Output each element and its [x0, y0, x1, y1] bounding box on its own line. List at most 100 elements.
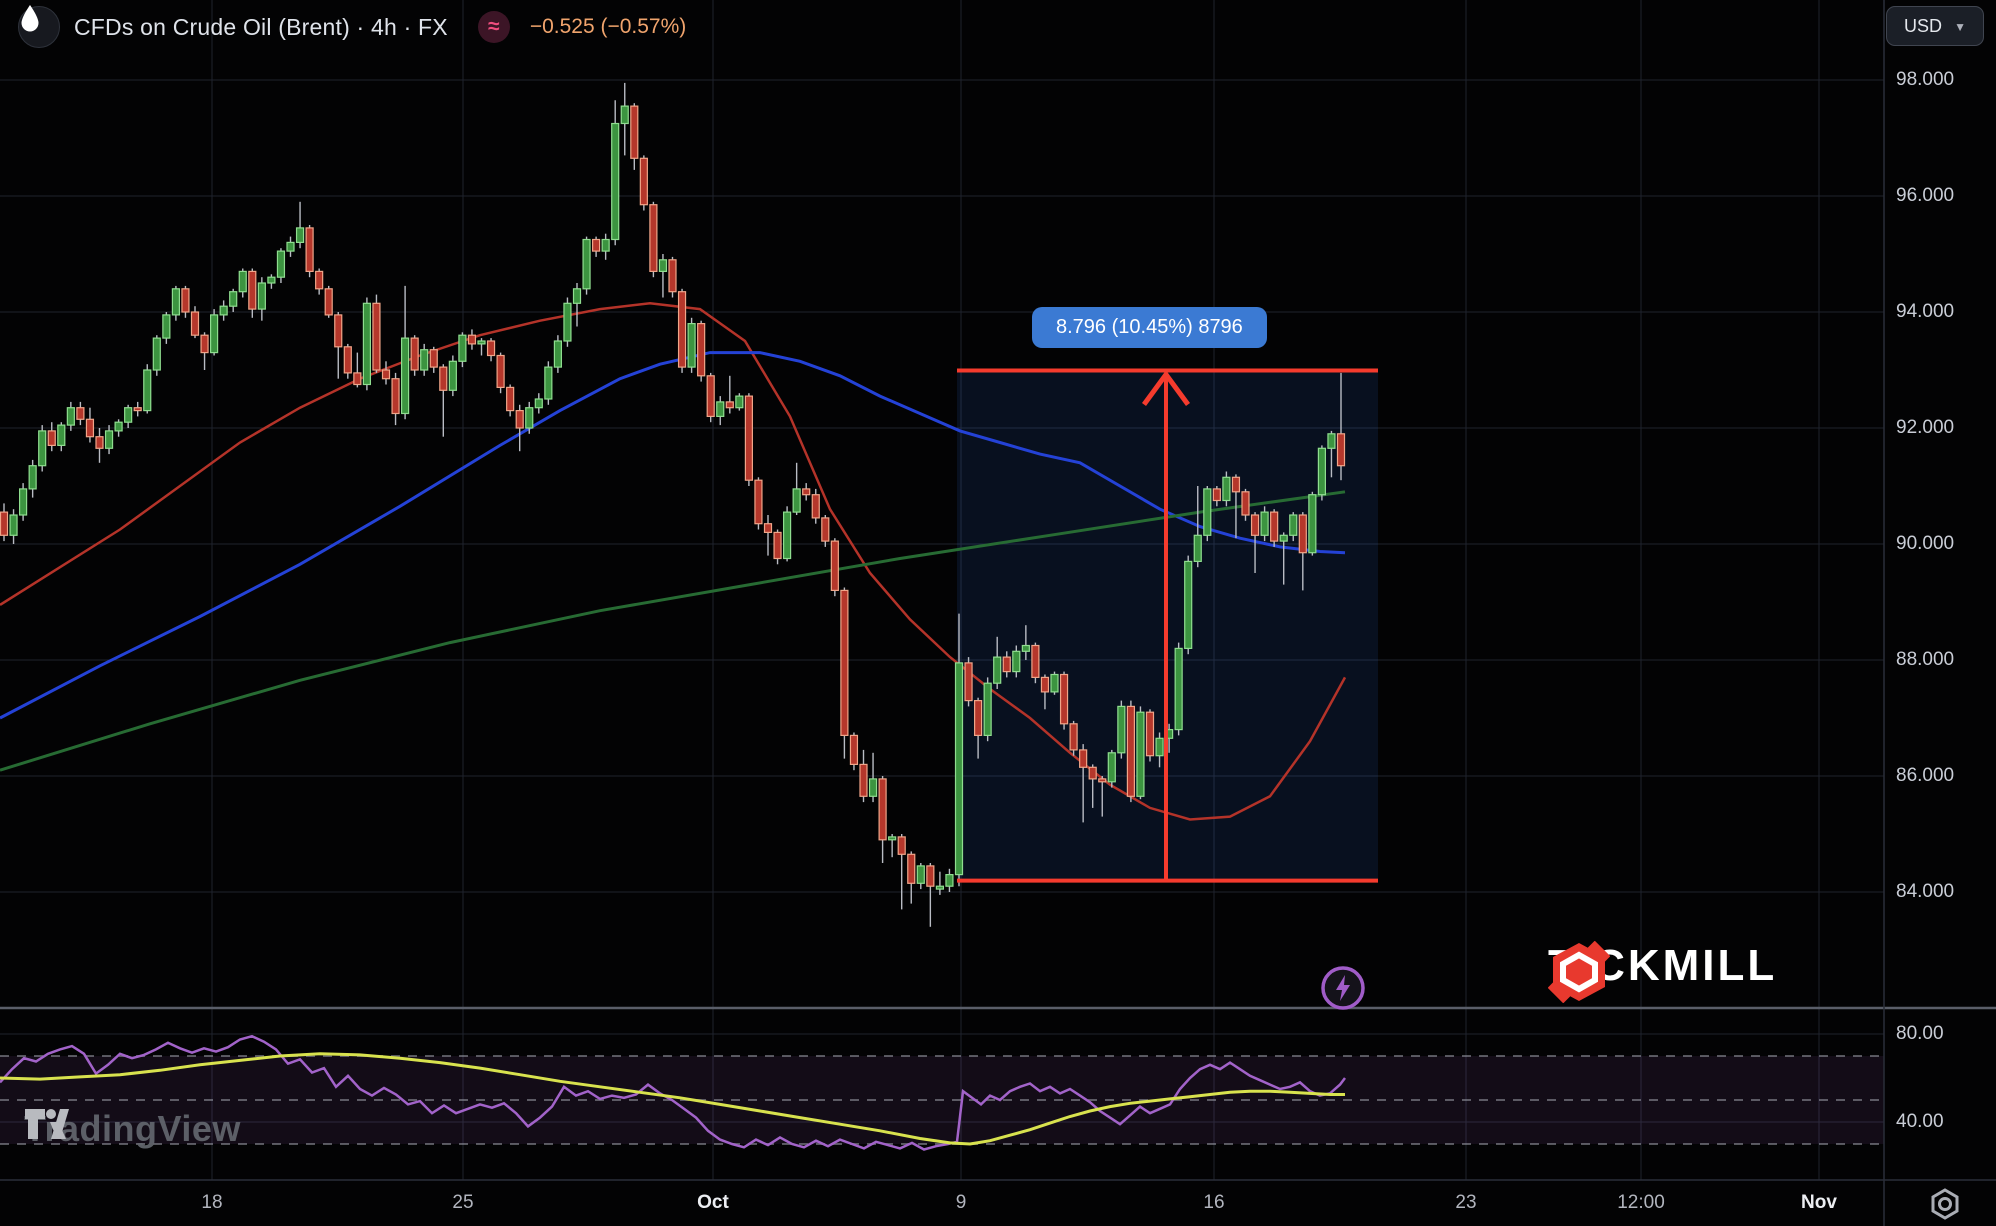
candle	[1193, 534, 1202, 562]
candle	[315, 270, 324, 290]
candle	[210, 314, 219, 354]
candle	[601, 238, 610, 252]
candle	[238, 270, 247, 293]
candle	[754, 479, 763, 525]
candle	[305, 227, 314, 272]
candle	[1241, 491, 1250, 516]
candle	[1069, 723, 1078, 751]
candle	[219, 305, 228, 316]
candle	[1231, 476, 1241, 493]
price-axis-label: 90.000	[1896, 533, 1955, 554]
candle	[229, 291, 238, 307]
candle	[496, 354, 505, 388]
candle	[1279, 534, 1288, 542]
indicator-axis-label: 40.00	[1896, 1111, 1944, 1132]
candle	[878, 778, 887, 841]
candle	[706, 375, 715, 417]
candle	[114, 421, 123, 432]
candle	[66, 407, 75, 426]
candle	[639, 157, 648, 206]
candle	[563, 302, 572, 342]
candle	[525, 407, 534, 429]
currency-dropdown[interactable]: USD ▼	[1886, 6, 1984, 46]
candle	[439, 366, 448, 391]
candle	[1336, 433, 1346, 467]
candle	[515, 410, 524, 429]
candle	[477, 340, 486, 345]
price-axis-label: 88.000	[1896, 649, 1955, 670]
currency-label: USD	[1904, 15, 1943, 36]
candle	[324, 288, 333, 316]
candle	[840, 589, 849, 737]
time-axis-label: 16	[1203, 1192, 1225, 1213]
measure-tool-label[interactable]: 8.796 (10.45%) 8796	[1032, 307, 1267, 348]
time-axis-label: 25	[452, 1192, 474, 1213]
candle	[1174, 647, 1183, 731]
candle	[1155, 737, 1164, 757]
candle	[391, 378, 400, 415]
candle	[1308, 494, 1317, 554]
candle	[190, 311, 200, 336]
candle	[486, 340, 496, 357]
candle	[677, 291, 687, 368]
candle	[420, 349, 429, 371]
candle	[964, 662, 973, 702]
candle	[763, 523, 773, 534]
candle	[171, 288, 180, 316]
candle	[76, 407, 85, 420]
candle	[381, 369, 391, 380]
candle	[458, 334, 467, 362]
candle	[467, 334, 477, 345]
chevron-down-icon: ▼	[1954, 20, 1966, 34]
market-status-icon[interactable]: ≈	[477, 11, 510, 43]
candle	[133, 407, 142, 412]
candle	[687, 323, 696, 368]
candle	[916, 865, 925, 884]
candle	[859, 763, 868, 797]
tickmill-hex-icon	[1548, 941, 1610, 1003]
candle	[1088, 766, 1097, 780]
candle	[1270, 511, 1279, 542]
candle	[945, 873, 954, 887]
price-axis-label: 96.000	[1896, 185, 1955, 206]
time-axis-label: 18	[201, 1192, 223, 1213]
candle	[1031, 644, 1040, 678]
candle	[276, 250, 286, 278]
candle	[152, 337, 161, 371]
symbol-title[interactable]: CFDs on Crude Oil (Brent) · 4h · FX	[74, 13, 448, 40]
candle	[983, 682, 992, 737]
candle	[343, 346, 352, 374]
candle	[143, 369, 152, 412]
candle	[744, 395, 754, 481]
candle	[353, 372, 362, 386]
tradingview-watermark[interactable]: TradingView	[24, 1108, 241, 1150]
candle	[57, 424, 66, 447]
candle	[993, 656, 1002, 684]
ma-blue	[0, 351, 1346, 720]
candle	[658, 259, 668, 272]
candle	[725, 401, 734, 409]
time-axis-label: Oct	[697, 1192, 729, 1213]
price-axis-label: 84.000	[1896, 881, 1955, 902]
candle	[19, 488, 28, 516]
candle	[1222, 476, 1231, 502]
candle	[104, 430, 114, 449]
candle	[1250, 514, 1260, 536]
candle	[611, 122, 620, 241]
candle	[1050, 673, 1059, 693]
candle	[334, 314, 343, 348]
candle	[935, 885, 945, 890]
candle	[1327, 433, 1336, 449]
candle	[888, 836, 897, 841]
candle	[181, 288, 190, 313]
candle	[582, 238, 591, 290]
time-axis-label: Nov	[1801, 1192, 1837, 1213]
candle	[773, 531, 782, 560]
candle	[1136, 711, 1145, 797]
tradingview-icon	[25, 1109, 69, 1139]
candle	[506, 386, 515, 412]
candle	[792, 488, 801, 513]
candle	[1059, 673, 1069, 725]
